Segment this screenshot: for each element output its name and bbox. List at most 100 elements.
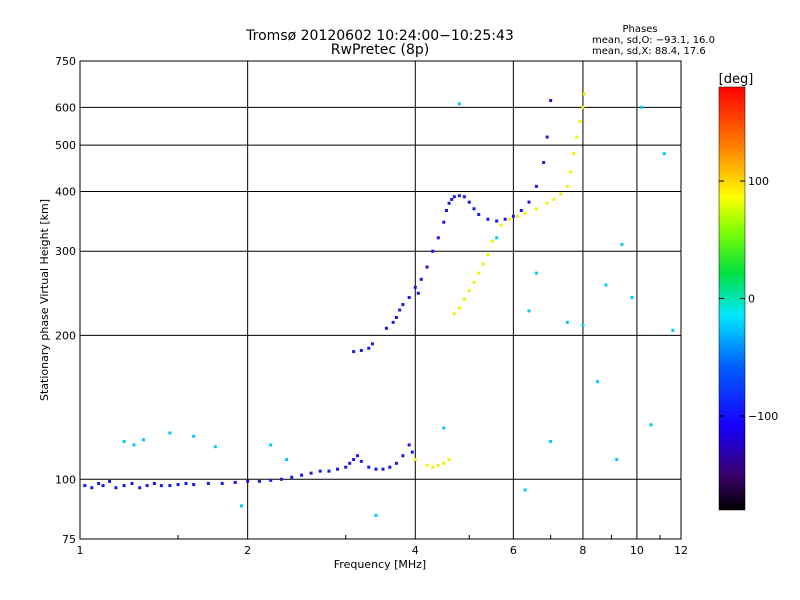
data-point [398,308,402,312]
data-points [83,92,675,517]
data-point [596,380,600,384]
data-point [83,484,87,488]
data-point [344,465,348,469]
data-point [374,467,378,471]
data-point [394,461,398,465]
data-point [359,348,363,352]
data-point [359,459,363,463]
data-point [472,207,476,211]
data-point [114,486,118,490]
data-point [527,309,531,313]
data-point [534,207,538,211]
data-point [486,217,490,221]
data-point [327,469,331,473]
data-point [122,484,126,488]
data-point [552,197,556,201]
data-point [442,220,446,224]
data-point [467,289,471,293]
data-point [168,431,172,435]
data-point [141,438,145,442]
data-point [467,200,471,204]
data-point [507,217,511,221]
data-point [391,320,395,324]
data-point [206,481,210,485]
data-point [549,99,553,103]
data-point [534,184,538,188]
data-point [452,195,456,199]
y-tick-label: 75 [62,533,76,546]
y-axis-label: Stationary phase Virtual Height [km] [38,199,51,401]
data-point [192,434,196,438]
colorbar-tick-label: 0 [748,293,755,306]
data-point [575,135,579,139]
x-tick-label: 8 [579,544,586,557]
data-point [442,426,446,430]
data-point [413,457,417,461]
data-point [515,214,519,218]
data-point [425,265,429,269]
data-point [122,439,126,443]
data-point [348,461,352,465]
data-point [269,478,273,482]
grid-lines [80,61,681,539]
data-point [582,92,586,96]
data-point [462,195,466,199]
data-point [472,281,476,285]
data-point [419,277,423,281]
phases-title: Phases [622,24,657,35]
data-point [640,105,644,109]
x-tick-label: 6 [510,544,517,557]
y-tick-label: 600 [55,101,76,114]
data-point [649,423,653,427]
y-tick-label: 750 [55,55,76,68]
data-point [152,481,156,485]
data-point [457,306,461,310]
data-point [490,239,494,243]
data-point [447,201,451,205]
data-point [671,328,675,332]
data-point [159,484,163,488]
data-point [523,488,527,492]
data-point [176,483,180,487]
data-point [269,443,273,447]
data-point [381,467,385,471]
data-point [559,192,563,196]
data-point [581,105,585,109]
data-point [213,445,217,449]
data-point [545,201,549,205]
x-tick-label: 12 [674,544,688,557]
data-point [384,326,388,330]
data-point [401,303,405,307]
data-point [279,477,283,481]
y-tick-label: 100 [55,473,76,486]
chart-title: Tromsø 20120602 10:24:00−10:25:43 [245,28,514,44]
data-point [309,471,313,475]
data-point [436,236,440,240]
y-tick-label: 200 [55,329,76,342]
chart-subtitle: RwPretec (8p) [331,42,429,58]
y-tick-labels: 75 100 200 300 400 500 600 750 [55,55,76,546]
data-point [527,200,531,204]
data-point [356,454,360,458]
data-point [290,475,294,479]
data-point [519,209,523,213]
data-point [168,484,172,488]
data-point [499,223,503,227]
data-point [90,486,94,490]
data-point [145,484,149,488]
data-point [388,465,392,469]
data-point [447,457,451,461]
y-tick-label: 400 [55,185,76,198]
data-point [97,481,101,485]
data-point [413,285,417,289]
x-tick-labels: 1 2 4 6 8 10 12 [77,544,689,557]
plot-area [79,60,682,540]
colorbar-label: [deg] [719,72,754,87]
data-point [352,350,356,354]
x-tick-label: 10 [630,544,644,557]
data-point [352,457,356,461]
data-point [481,262,485,266]
data-point [367,346,371,350]
phases-line-x: mean, sd,X: 88.4, 17.6 [592,46,706,57]
